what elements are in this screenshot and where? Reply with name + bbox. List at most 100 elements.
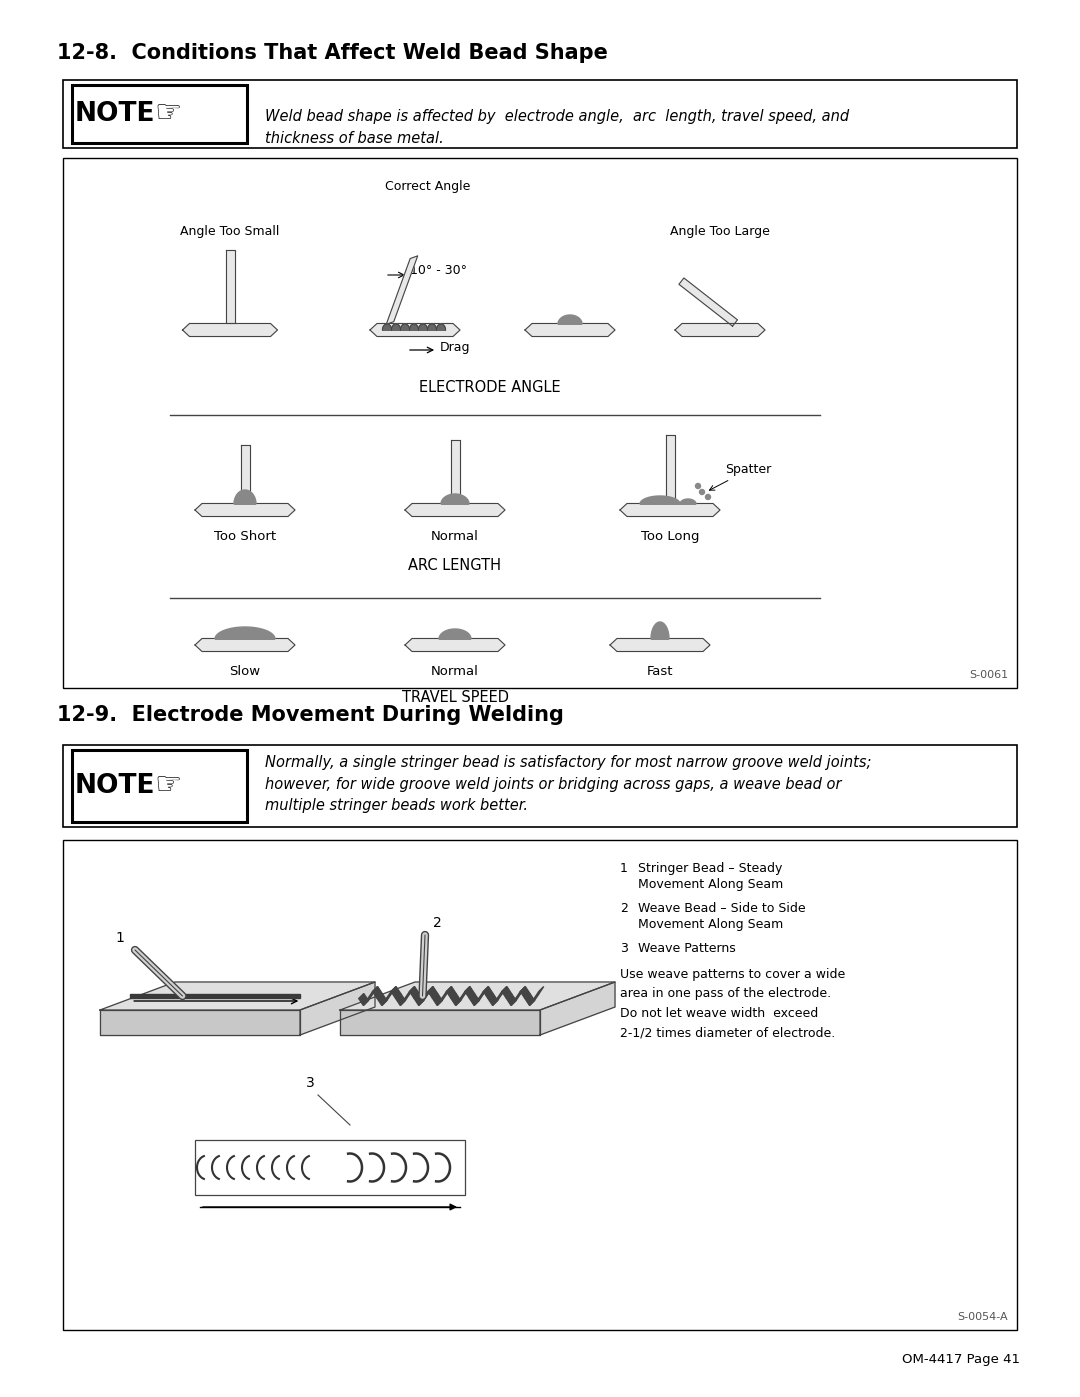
Polygon shape [340,1010,540,1035]
Text: Correct Angle: Correct Angle [384,180,471,193]
Text: NOTE: NOTE [75,101,156,127]
Polygon shape [405,986,415,999]
Bar [63,745,1017,827]
Polygon shape [395,993,405,1006]
Polygon shape [183,324,278,337]
Polygon shape [391,324,401,330]
Text: Too Long: Too Long [640,529,699,543]
Polygon shape [450,440,459,503]
Polygon shape [558,314,582,324]
Polygon shape [540,982,615,1035]
Polygon shape [340,982,615,1010]
Polygon shape [511,993,521,1006]
Polygon shape [414,993,423,1006]
Text: Too Short: Too Short [214,529,276,543]
Polygon shape [419,324,428,330]
Text: ELECTRODE ANGLE: ELECTRODE ANGLE [419,380,561,395]
Bar [195,1140,465,1194]
Text: Use weave patterns to cover a wide
area in one pass of the electrode.
Do not let: Use weave patterns to cover a wide area … [620,968,846,1039]
Bar [72,85,247,142]
Polygon shape [405,503,505,517]
Polygon shape [241,446,249,503]
Polygon shape [195,638,295,651]
Bar [63,840,1017,1330]
Text: Slow: Slow [229,665,260,678]
Text: 2: 2 [620,902,627,915]
Polygon shape [474,993,484,1006]
Polygon shape [436,324,446,330]
Polygon shape [373,986,382,999]
Polygon shape [382,324,391,330]
Polygon shape [409,986,419,999]
Polygon shape [428,324,436,330]
Polygon shape [679,278,738,326]
Polygon shape [680,499,696,504]
Polygon shape [433,993,442,1006]
Polygon shape [525,324,615,337]
Polygon shape [226,250,234,323]
Polygon shape [100,982,375,1010]
Text: Stringer Bead – Steady: Stringer Bead – Steady [638,862,782,875]
Bar [72,750,247,821]
Polygon shape [456,993,465,1006]
Text: Spatter: Spatter [710,464,771,490]
Polygon shape [525,993,535,1006]
Polygon shape [521,986,530,999]
Polygon shape [234,490,256,504]
Text: 1: 1 [116,930,124,944]
Polygon shape [665,434,675,503]
Text: Movement Along Seam: Movement Along Seam [638,877,783,891]
Polygon shape [610,638,710,651]
Polygon shape [484,986,492,999]
Polygon shape [215,627,275,638]
Polygon shape [409,324,419,330]
Polygon shape [363,993,373,1006]
Polygon shape [620,503,720,517]
Polygon shape [438,629,471,638]
Text: Weave Patterns: Weave Patterns [638,942,735,956]
Polygon shape [130,993,300,999]
Polygon shape [382,993,391,1006]
Polygon shape [470,993,480,1006]
Polygon shape [492,993,502,1006]
Polygon shape [428,986,437,999]
Text: Weld bead shape is affected by  electrode angle,  arc  length, travel speed, and: Weld bead shape is affected by electrode… [265,109,849,145]
Polygon shape [488,993,498,1006]
Text: 2: 2 [433,916,442,930]
Text: Drag: Drag [440,341,471,355]
Text: Weave Bead – Side to Side: Weave Bead – Side to Side [638,902,806,915]
Circle shape [700,489,704,495]
Polygon shape [651,622,669,638]
Polygon shape [377,993,387,1006]
Text: S-0054-A: S-0054-A [957,1312,1008,1322]
Polygon shape [529,993,539,1006]
Polygon shape [446,986,456,999]
Polygon shape [423,986,433,999]
Polygon shape [419,993,429,1006]
Polygon shape [300,982,375,1035]
Polygon shape [640,496,680,504]
Text: S-0061: S-0061 [969,671,1008,680]
Text: ☞: ☞ [154,771,181,800]
Bar [63,158,1017,687]
Polygon shape [675,324,765,337]
Circle shape [705,495,711,500]
Text: Movement Along Seam: Movement Along Seam [638,918,783,930]
Text: ☞: ☞ [154,99,181,129]
Text: 12-9.  Electrode Movement During Welding: 12-9. Electrode Movement During Welding [57,705,564,725]
Polygon shape [464,986,474,999]
Text: ARC LENGTH: ARC LENGTH [408,557,501,573]
Polygon shape [437,993,447,1006]
Text: 10° - 30°: 10° - 30° [410,264,467,277]
Polygon shape [195,503,295,517]
Text: Normal: Normal [431,529,478,543]
Text: Fast: Fast [647,665,673,678]
Polygon shape [515,986,525,999]
Polygon shape [368,986,378,999]
Polygon shape [359,993,368,1006]
Polygon shape [401,993,410,1006]
Text: Angle Too Small: Angle Too Small [180,225,280,237]
Polygon shape [401,324,409,330]
Polygon shape [535,986,543,999]
Polygon shape [391,986,401,999]
